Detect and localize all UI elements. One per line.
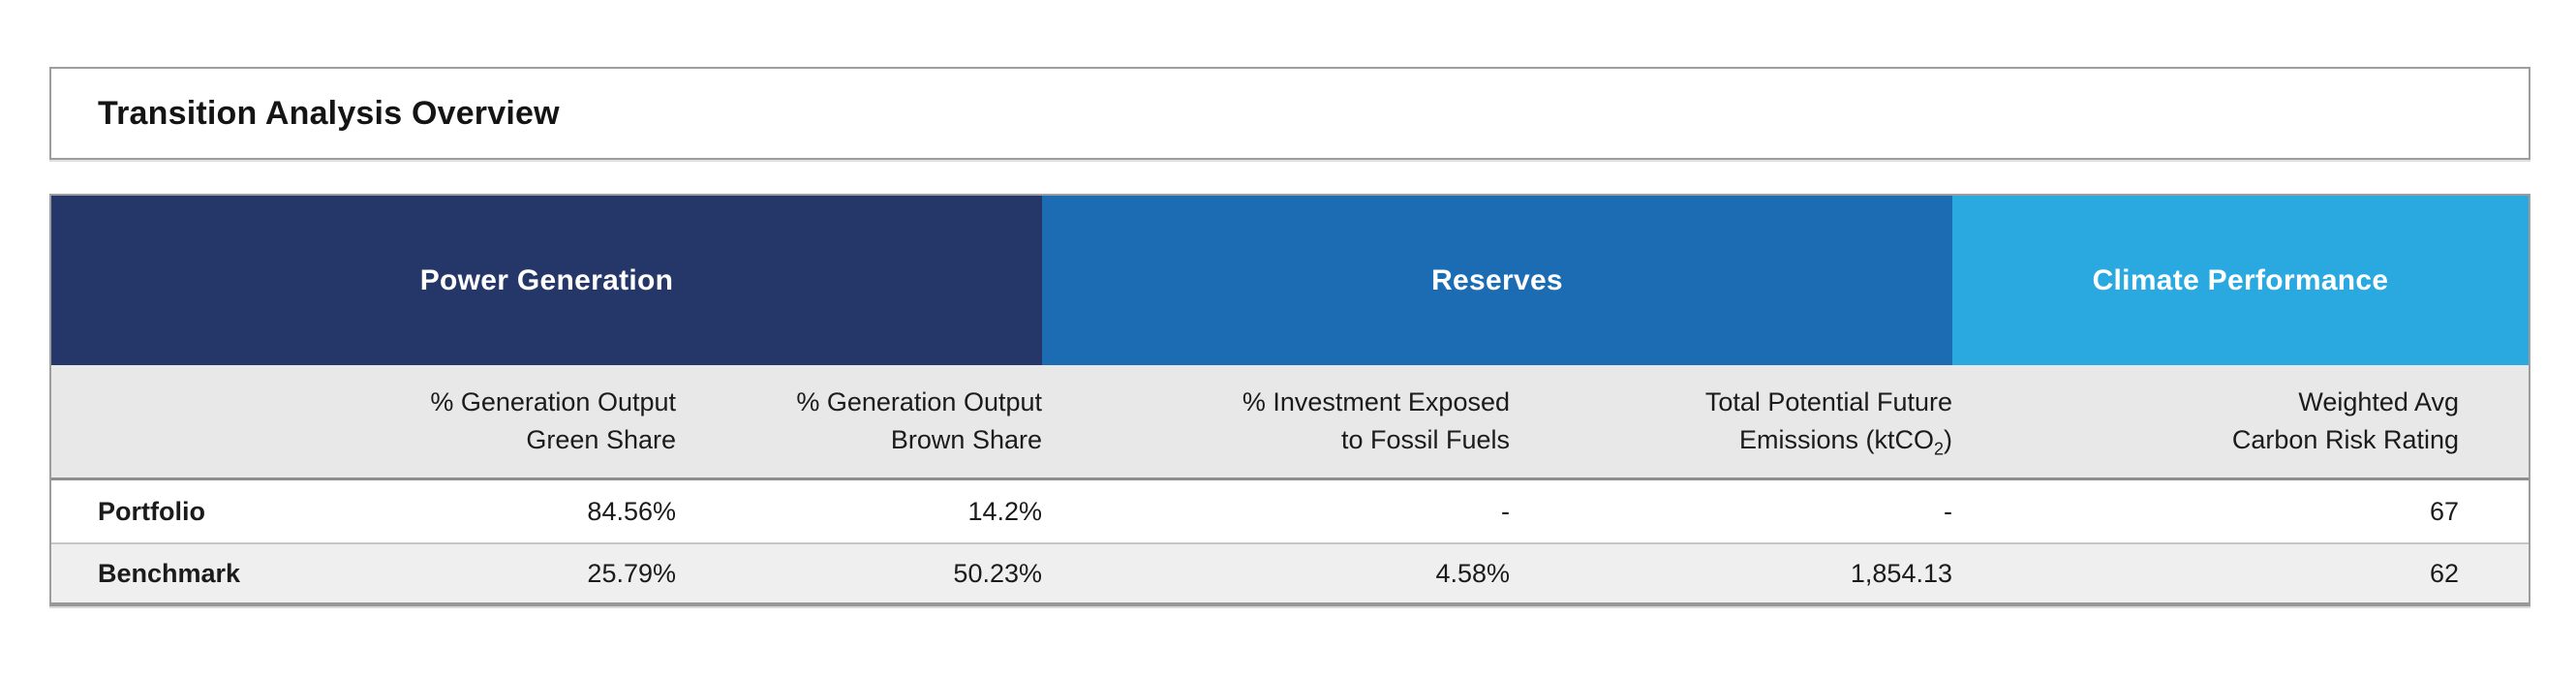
cell-benchmark-brown-share: 50.23%	[953, 558, 1042, 588]
row-label-benchmark: Benchmark	[98, 558, 241, 588]
column-header-line2: Green Share	[526, 425, 676, 454]
column-header-spacer	[51, 365, 350, 478]
column-header-future-emissions: Total Potential Future Emissions (ktCO2)	[1510, 365, 1952, 478]
column-header-line1: Weighted Avg	[2298, 387, 2459, 416]
group-header-climate-performance: Climate Performance	[1952, 196, 2529, 365]
column-header-line2: to Fossil Fuels	[1340, 425, 1510, 454]
report-title-box: Transition Analysis Overview	[49, 67, 2530, 160]
cell-spacer	[2459, 544, 2529, 602]
cell-portfolio-fossil-fuel-exposure: -	[1501, 496, 1510, 526]
cell-benchmark-carbon-risk-rating: 62	[2429, 558, 2459, 588]
column-header-right-spacer	[2459, 365, 2529, 478]
column-header-fossil-fuel-exposure: % Investment Exposed to Fossil Fuels	[1042, 365, 1510, 478]
column-header-line1: % Generation Output	[430, 387, 676, 416]
column-header-line1: Total Potential Future	[1704, 387, 1952, 416]
column-header-green-share: % Generation Output Green Share	[350, 365, 676, 478]
cell-benchmark-green-share: 25.79%	[587, 558, 676, 588]
column-header-line2: Carbon Risk Rating	[2231, 425, 2459, 454]
group-header-row: Power Generation Reserves Climate Perfor…	[51, 196, 2529, 365]
transition-analysis-table: Power Generation Reserves Climate Perfor…	[49, 194, 2530, 606]
column-header-brown-share: % Generation Output Brown Share	[676, 365, 1042, 478]
group-header-reserves: Reserves	[1042, 196, 1952, 365]
group-header-power-generation: Power Generation	[51, 196, 1042, 365]
table-row-portfolio: Portfolio 84.56% 14.2% - - 67	[51, 480, 2529, 542]
cell-portfolio-brown-share: 14.2%	[967, 496, 1042, 526]
column-header-row: % Generation Output Green Share % Genera…	[51, 365, 2529, 480]
cell-spacer	[2459, 480, 2529, 542]
cell-portfolio-carbon-risk-rating: 67	[2429, 496, 2459, 526]
emissions-label-suffix: )	[1944, 425, 1952, 454]
column-header-line2: Brown Share	[890, 425, 1042, 454]
page-title: Transition Analysis Overview	[98, 94, 560, 132]
cell-portfolio-future-emissions: -	[1944, 496, 1952, 526]
cell-benchmark-future-emissions: 1,854.13	[1850, 558, 1952, 588]
cell-portfolio-green-share: 84.56%	[587, 496, 676, 526]
column-header-line1: % Generation Output	[796, 387, 1042, 416]
emissions-subscript: 2	[1933, 439, 1944, 459]
column-header-carbon-risk-rating: Weighted Avg Carbon Risk Rating	[1952, 365, 2459, 478]
emissions-label-prefix: Emissions (ktCO	[1738, 425, 1934, 454]
column-header-line2: Emissions (ktCO2)	[1739, 421, 1952, 459]
table-row-benchmark: Benchmark 25.79% 50.23% 4.58% 1,854.13 6…	[51, 542, 2529, 602]
row-label-portfolio: Portfolio	[98, 496, 205, 526]
column-header-line1: % Investment Exposed	[1242, 387, 1510, 416]
cell-benchmark-fossil-fuel-exposure: 4.58%	[1435, 558, 1510, 588]
